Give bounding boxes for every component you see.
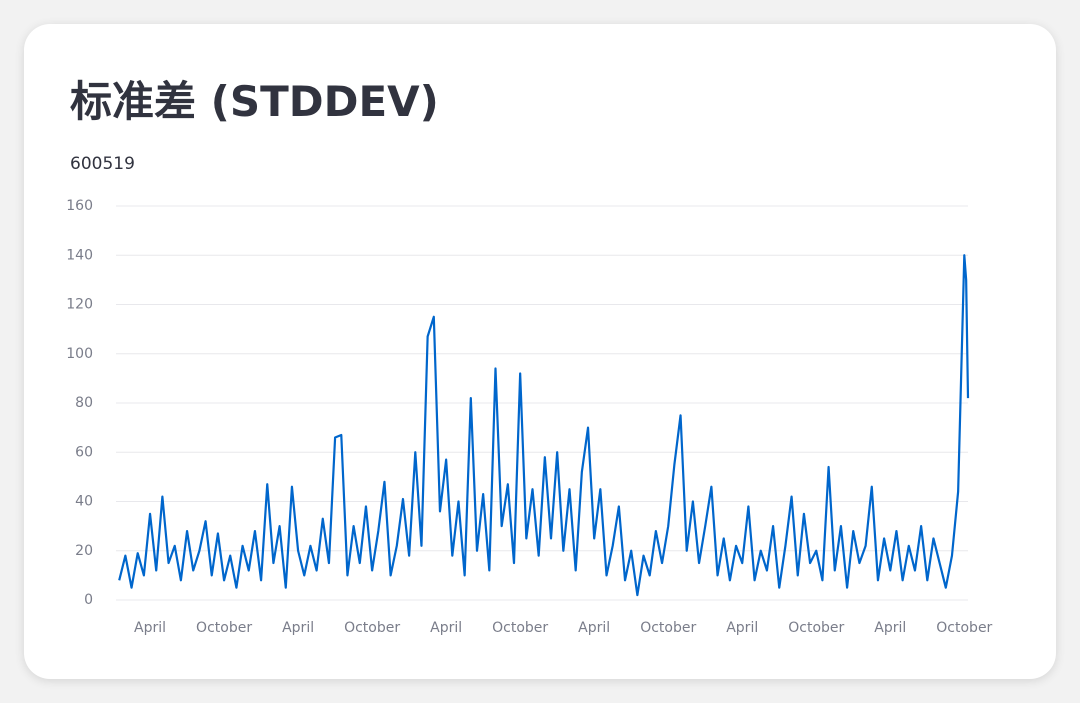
chart-subtitle: 600519 [70,154,135,174]
x-tick-label: October [492,620,548,636]
x-tick-label: April [134,620,166,636]
y-tick-label: 40 [75,494,93,510]
y-tick-label: 100 [66,346,93,362]
x-tick-label: October [788,620,844,636]
y-tick-label: 20 [75,543,93,559]
x-tick-label: April [578,620,610,636]
y-tick-label: 120 [66,297,93,313]
y-tick-label: 160 [66,198,93,214]
x-tick-label: October [936,620,992,636]
x-tick-label: October [640,620,696,636]
y-tick-label: 80 [75,395,93,411]
x-tick-label: April [282,620,314,636]
x-tick-label: October [344,620,400,636]
card: 标准差 (STDDEV) 600519 [24,24,1056,679]
y-tick-label: 60 [75,444,93,460]
y-tick-label: 0 [84,592,93,608]
x-tick-label: October [196,620,252,636]
y-tick-label: 140 [66,247,93,263]
chart-title: 标准差 (STDDEV) [70,77,439,126]
data-line [118,254,970,597]
x-tick-label: April [430,620,462,636]
x-tick-label: April [874,620,906,636]
x-tick-label: April [726,620,758,636]
